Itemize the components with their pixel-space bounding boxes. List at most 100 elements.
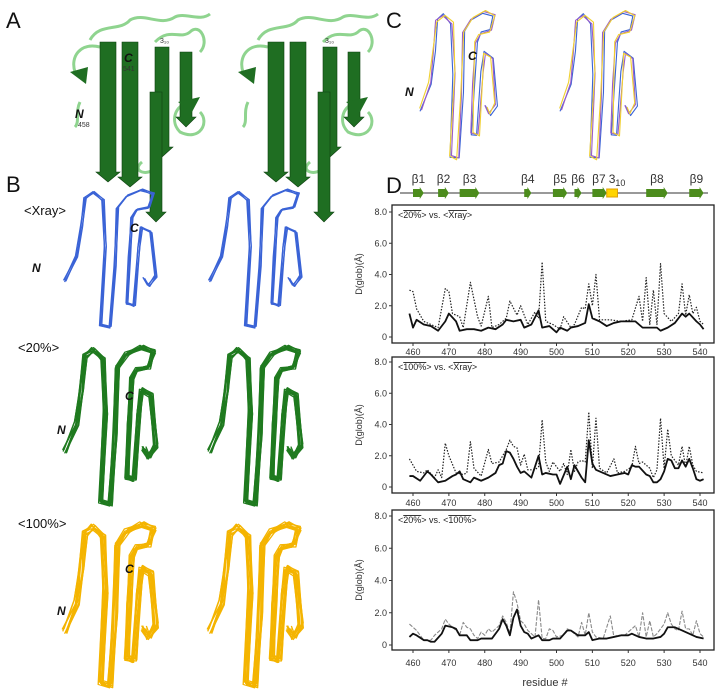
- x-tick-label: 520: [621, 658, 636, 668]
- loop-ribbon: [240, 12, 379, 174]
- legend-a: 100%: [403, 362, 426, 372]
- legend-b: 100%: [448, 515, 471, 525]
- legend-bracket: >: [472, 362, 477, 372]
- xray-n-label: N: [32, 261, 41, 275]
- legend-vs: vs.: [434, 362, 446, 372]
- legend-a: 20%: [403, 515, 421, 525]
- strand-arrow: [459, 187, 480, 199]
- legend-b: Xray: [448, 210, 467, 220]
- plot-frame: [391, 204, 715, 344]
- strand-b9: [285, 41, 311, 188]
- legend-b: Xray: [453, 362, 472, 372]
- ribbon-structure-right: [238, 12, 379, 223]
- plot-legend: <100%> vs. <Xray>: [398, 362, 477, 372]
- strand-b7: [175, 51, 197, 128]
- x-tick-label: 500: [549, 498, 564, 508]
- helix-label-right: 3₁₀: [325, 38, 334, 45]
- secondary-structure-label: β6: [571, 172, 585, 186]
- panel-label-b: B: [6, 172, 21, 197]
- 20-ensemble-right: [207, 344, 304, 507]
- y-tick-label: 2.0: [374, 451, 387, 461]
- overlay-structures: [419, 9, 638, 161]
- y-tick-label: 6.0: [374, 543, 387, 553]
- 20-c-label: C: [125, 389, 134, 403]
- 100-n-label: N: [57, 604, 66, 618]
- 20-n-label: N: [57, 423, 66, 437]
- strand-b1: [70, 67, 88, 84]
- series-line-dashed-gray: [409, 591, 704, 641]
- plot-1: 0 2.0 4.0 6.0 8.0 460 470 480 490 500 510 520 530 540…: [354, 204, 715, 357]
- 100-ensemble-left: [61, 521, 159, 689]
- strand-b2: [263, 41, 289, 183]
- x-tick-label: 500: [549, 347, 564, 357]
- plot-legend: <20%> vs. <100%>: [398, 515, 477, 525]
- legend-bracket: <: [446, 362, 454, 372]
- xray-c-label: C: [130, 221, 139, 235]
- c-terminus-residue: 541: [123, 66, 135, 73]
- x-tick-label: 540: [692, 658, 707, 668]
- strand-arrow: [438, 187, 449, 199]
- overlay-right: [559, 9, 638, 161]
- secondary-structure-label: β7: [592, 172, 606, 186]
- helix-label: 3₁₀: [160, 38, 169, 45]
- y-tick-label: 4.0: [374, 270, 387, 280]
- y-tick-label: 6.0: [374, 388, 387, 398]
- series-line-solid: [408, 608, 704, 643]
- x-tick-label: 480: [477, 347, 492, 357]
- loop-ribbon: [72, 12, 211, 174]
- y-tick-label: 0: [382, 640, 387, 650]
- series-line-dotted: [409, 261, 704, 330]
- plot-legend: <20%> vs. <Xray>: [398, 210, 472, 220]
- ensemble-label-100: <100%>: [18, 516, 66, 531]
- x-tick-label: 470: [441, 347, 456, 357]
- plot-frame: [391, 509, 715, 651]
- legend-bracket: >: [421, 210, 429, 220]
- secondary-structure-label: β4: [521, 172, 535, 186]
- y-tick-label: 2.0: [374, 301, 387, 311]
- strand-arrow: [552, 187, 568, 199]
- strand-b2: [95, 41, 121, 183]
- secondary-structure-label: 310: [609, 172, 626, 188]
- x-tick-label: 540: [692, 498, 707, 508]
- secondary-structure-label: β2: [437, 172, 451, 186]
- backbone-trace: [66, 525, 157, 684]
- helix-box: [606, 188, 618, 198]
- ensemble-structures: [61, 188, 304, 689]
- y-tick-label: 8.0: [374, 511, 387, 521]
- overlay-c-label: C: [468, 49, 477, 63]
- n-terminus-residue: 458: [78, 122, 90, 129]
- series-line-solid: [408, 303, 705, 334]
- y-axis-title: D(glob)(Å): [354, 253, 364, 295]
- series-line-dotted: [408, 411, 704, 479]
- y-axis-title: D(glob)(Å): [354, 404, 364, 446]
- y-tick-label: 0: [382, 482, 387, 492]
- x-tick-label: 530: [657, 347, 672, 357]
- x-tick-label: 510: [585, 498, 600, 508]
- subscript: 10: [615, 178, 625, 188]
- x-tick-label: 460: [405, 498, 420, 508]
- secondary-structure-label: β8: [650, 172, 664, 186]
- secondary-structure-map: β1 β2 β3 β4 β5 β6 β7 310 β8 β9: [400, 172, 708, 199]
- backbone-trace: [208, 188, 301, 329]
- x-tick-label: 490: [513, 347, 528, 357]
- x-tick-label: 480: [477, 498, 492, 508]
- legend-bracket: >: [467, 210, 472, 220]
- strand-b9: [117, 41, 143, 188]
- overlay-left: [419, 9, 498, 161]
- x-tick-label: 460: [405, 658, 420, 668]
- x-tick-label: 520: [621, 498, 636, 508]
- strand-arrow: [574, 187, 582, 199]
- plot-frame: [391, 356, 715, 494]
- y-tick-label: 8.0: [374, 207, 387, 217]
- plot-3: 0 2.0 4.0 6.0 8.0 460 470 480 490 500 510 520 530 540…: [354, 509, 715, 668]
- 100-ensemble-right: [206, 521, 304, 689]
- y-tick-label: 8.0: [374, 357, 387, 367]
- backbone-trace: [559, 9, 636, 161]
- secondary-structure-label: β3: [463, 172, 477, 186]
- n-terminus-label: N: [75, 107, 84, 121]
- backbone-trace: [419, 12, 498, 159]
- secondary-structure-label: β5: [553, 172, 567, 186]
- x-tick-label: 490: [513, 658, 528, 668]
- x-tick-label: 530: [657, 498, 672, 508]
